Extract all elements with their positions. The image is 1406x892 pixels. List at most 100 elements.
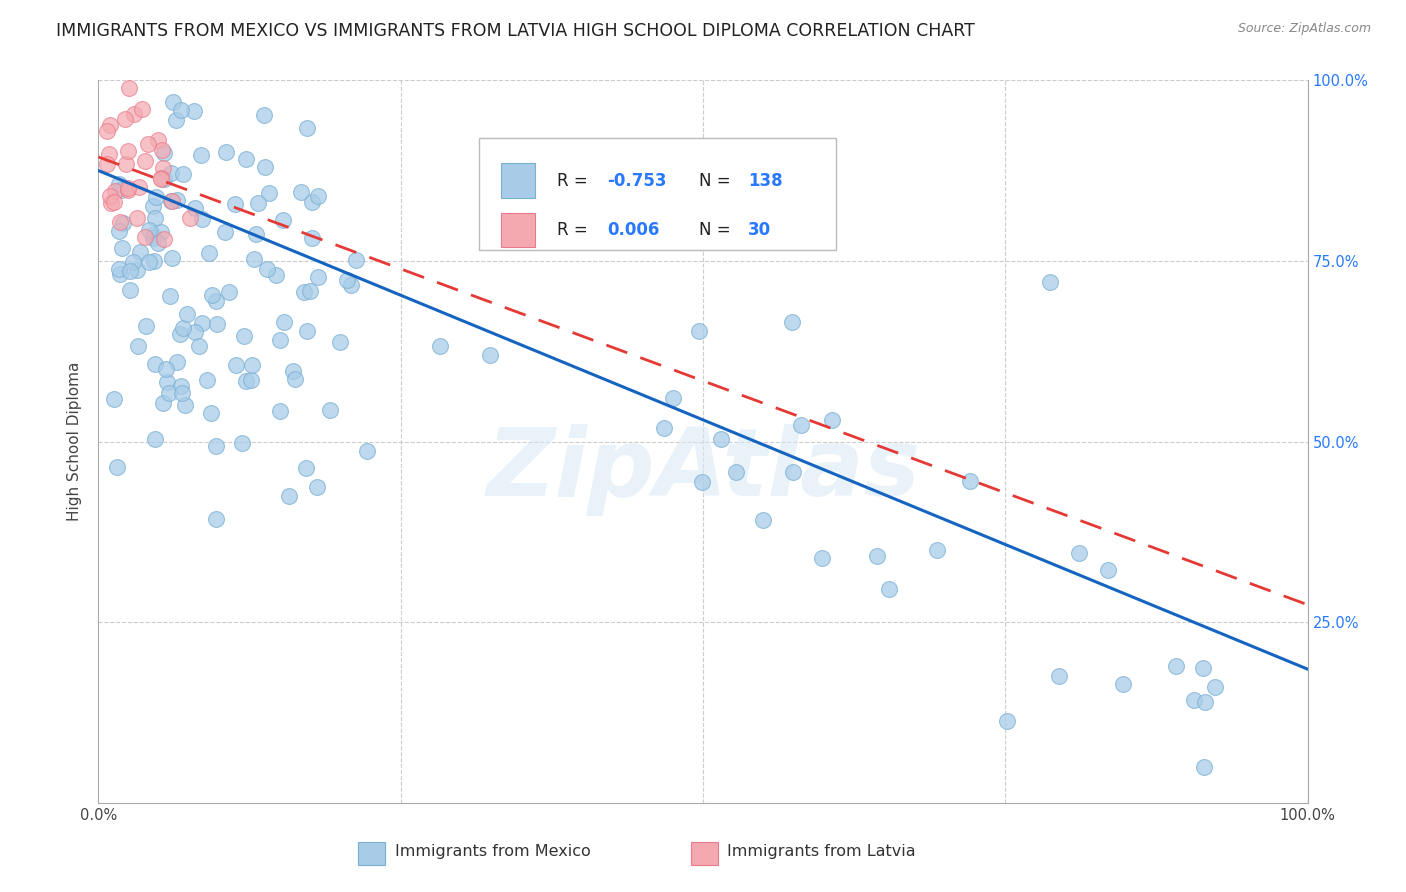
Text: R =: R =: [557, 221, 593, 239]
Point: [142, 227, 165, 242]
Point: [253, 108, 276, 122]
Point: [159, 166, 181, 180]
Point: [278, 489, 301, 503]
Point: [134, 154, 156, 169]
Point: [271, 212, 294, 227]
FancyBboxPatch shape: [501, 163, 534, 198]
Point: [284, 371, 307, 385]
Point: [145, 190, 167, 204]
Point: [104, 184, 127, 198]
Point: [174, 398, 197, 412]
Point: [866, 549, 889, 563]
Point: [295, 460, 318, 475]
FancyBboxPatch shape: [359, 842, 385, 865]
Point: [172, 321, 194, 335]
Point: [152, 232, 174, 246]
Point: [114, 112, 136, 126]
Point: [108, 267, 131, 281]
Point: [103, 194, 125, 209]
Text: R =: R =: [557, 171, 593, 190]
Point: [191, 211, 214, 226]
Point: [879, 582, 901, 596]
Point: [108, 177, 131, 191]
Point: [821, 413, 844, 427]
Point: [166, 193, 188, 207]
Point: [135, 319, 157, 334]
Point: [205, 318, 228, 332]
Point: [159, 289, 181, 303]
Text: Source: ZipAtlas.com: Source: ZipAtlas.com: [1237, 22, 1371, 36]
Point: [170, 379, 193, 393]
Point: [290, 185, 312, 199]
Point: [339, 277, 361, 292]
Point: [751, 513, 773, 527]
Point: [125, 263, 148, 277]
Point: [725, 465, 748, 479]
Point: [231, 436, 253, 450]
FancyBboxPatch shape: [479, 138, 837, 250]
Point: [127, 339, 149, 353]
Point: [259, 186, 281, 200]
Point: [478, 348, 501, 362]
Point: [652, 421, 675, 435]
Point: [143, 211, 166, 225]
Point: [125, 211, 148, 225]
Point: [160, 251, 183, 265]
Point: [1069, 545, 1091, 559]
Point: [98, 118, 121, 132]
Point: [159, 194, 181, 209]
Point: [297, 325, 319, 339]
Point: [149, 172, 172, 186]
Point: [214, 226, 236, 240]
Point: [111, 241, 134, 255]
Point: [295, 120, 318, 135]
Point: [172, 167, 194, 181]
Point: [1194, 760, 1216, 774]
Point: [179, 211, 201, 225]
Point: [273, 315, 295, 329]
Text: 138: 138: [748, 171, 782, 190]
Point: [187, 339, 209, 353]
Point: [96, 124, 118, 138]
Point: [292, 285, 315, 299]
Point: [927, 543, 949, 558]
Point: [205, 439, 228, 453]
Point: [662, 392, 685, 406]
Point: [225, 358, 247, 372]
Point: [108, 224, 131, 238]
Point: [150, 143, 173, 157]
Point: [215, 145, 238, 160]
Point: [157, 386, 180, 401]
Text: N =: N =: [699, 221, 737, 239]
Point: [146, 236, 169, 251]
Point: [138, 223, 160, 237]
Point: [134, 230, 156, 244]
Point: [329, 335, 352, 350]
Point: [118, 80, 141, 95]
Point: [995, 714, 1018, 728]
Point: [283, 363, 305, 377]
Point: [688, 324, 710, 338]
Point: [235, 374, 257, 388]
Point: [110, 182, 132, 196]
Point: [1097, 563, 1119, 577]
Point: [240, 358, 263, 372]
Point: [117, 144, 139, 158]
Point: [811, 551, 834, 566]
Point: [780, 315, 803, 329]
Point: [166, 355, 188, 369]
Point: [1166, 658, 1188, 673]
Point: [153, 146, 176, 161]
Point: [105, 459, 128, 474]
Text: ZipAtlas: ZipAtlas: [486, 425, 920, 516]
Point: [790, 418, 813, 433]
Point: [243, 252, 266, 267]
Point: [169, 327, 191, 342]
Point: [118, 283, 141, 297]
Point: [128, 180, 150, 194]
Point: [129, 245, 152, 260]
Point: [256, 262, 278, 277]
Point: [142, 199, 165, 213]
Point: [121, 255, 143, 269]
Point: [264, 268, 287, 282]
